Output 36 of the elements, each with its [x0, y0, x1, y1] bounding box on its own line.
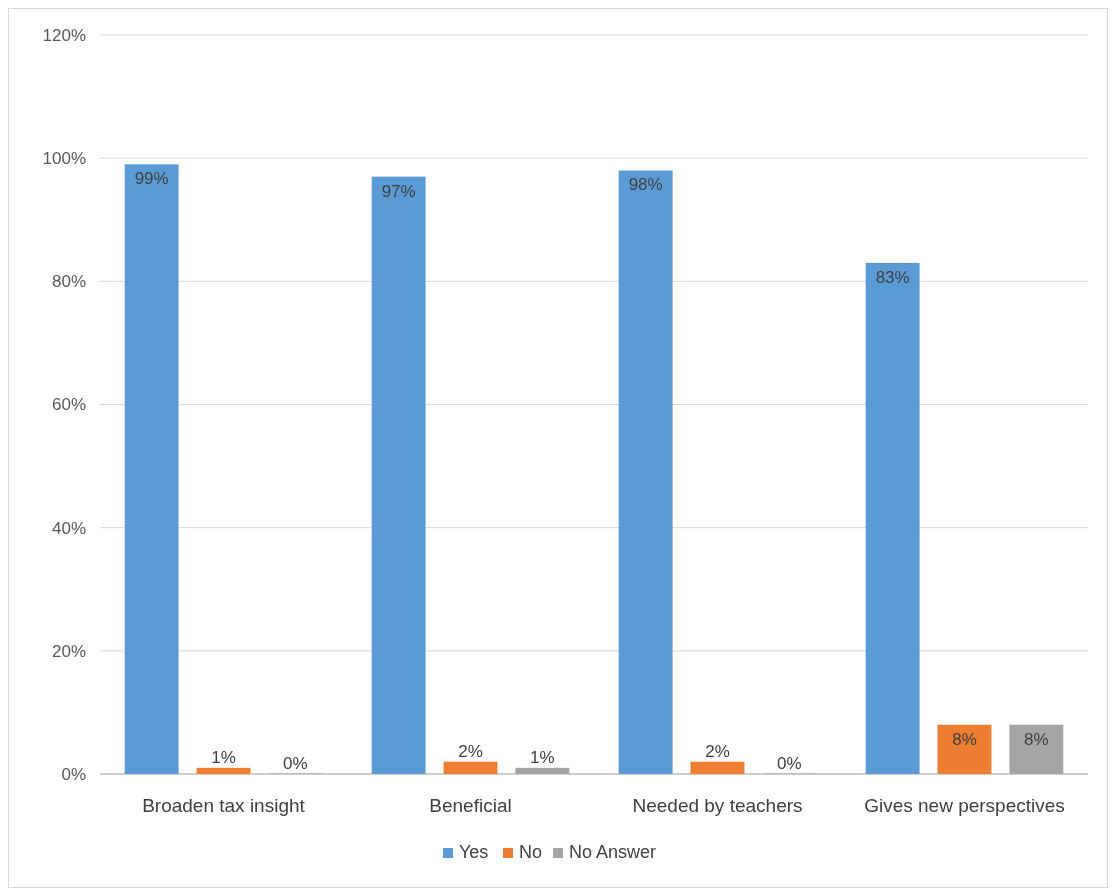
bar: [515, 767, 570, 774]
data-label: 8%: [1024, 729, 1049, 749]
bar: [937, 724, 992, 774]
x-tick-label: Needed by teachers: [632, 795, 803, 816]
legend-label: No: [519, 842, 543, 862]
data-label: 8%: [952, 729, 977, 749]
x-tick-label: Broaden tax insight: [142, 795, 306, 816]
y-tick-label: 20%: [51, 641, 86, 661]
x-tick-label: Beneficial: [429, 795, 512, 816]
data-label: 2%: [705, 741, 730, 761]
bar: [124, 164, 179, 774]
legend-label: No Answer: [569, 842, 657, 862]
data-label: 1%: [530, 747, 555, 767]
y-tick-label: 80%: [51, 272, 86, 292]
data-label: 2%: [458, 741, 483, 761]
bar: [618, 170, 673, 774]
y-tick-label: 100%: [42, 149, 86, 169]
bar: [371, 176, 426, 774]
y-tick-label: 40%: [51, 518, 86, 538]
data-label: 1%: [211, 747, 236, 767]
data-label: 0%: [283, 754, 308, 773]
bar: [865, 262, 920, 774]
y-tick-label: 60%: [51, 395, 86, 415]
bar: [1009, 724, 1064, 774]
data-label: 98%: [628, 175, 663, 195]
bar: [196, 767, 251, 774]
x-tick-label: Gives new perspectives: [864, 795, 1065, 816]
data-label: 97%: [381, 181, 416, 201]
y-tick-label: 0%: [61, 764, 86, 784]
bar: [443, 761, 498, 774]
bar: [690, 761, 745, 774]
data-label: 99%: [134, 169, 169, 189]
data-label: 0%: [777, 754, 802, 773]
data-label: 83%: [875, 267, 910, 287]
y-tick-label: 120%: [42, 25, 86, 45]
legend-label: Yes: [459, 842, 489, 862]
